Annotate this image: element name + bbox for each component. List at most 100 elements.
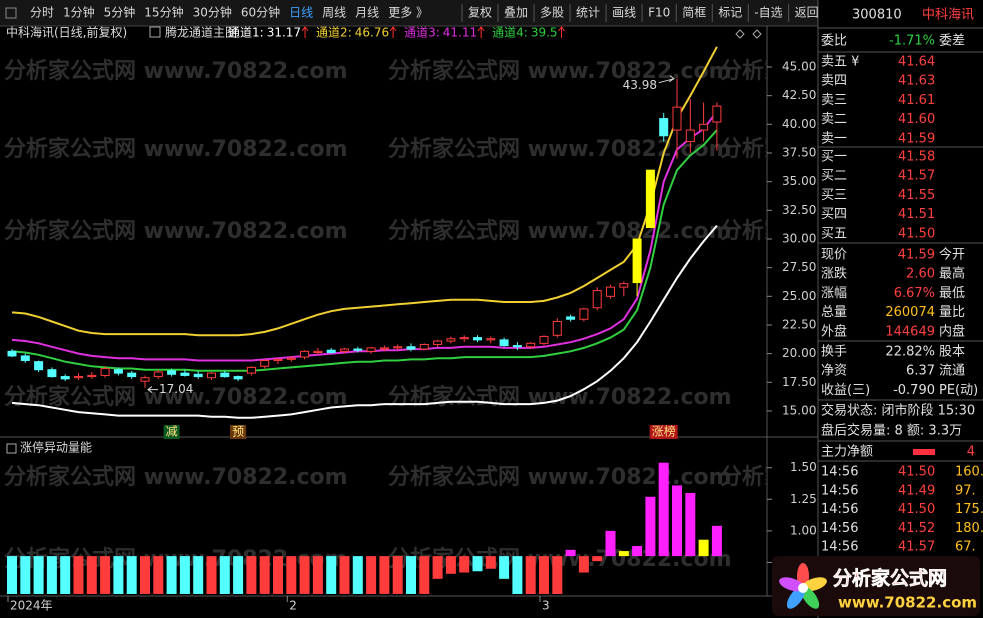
indicator-bar [605,530,616,557]
candle-body [459,337,469,340]
candle-body [100,368,110,376]
toolbar-button[interactable]: 多股 [540,6,564,20]
toolbar-button[interactable]: F10 [648,6,670,20]
indicator-bar [459,556,470,573]
book-price: 41.50 [898,226,935,241]
period-tab[interactable]: 30分钟 [193,5,232,20]
watermark: 分析家公式网 www.70822.com [720,218,983,244]
toolbar-button[interactable]: 画线 [612,6,636,20]
indicator-bar [326,556,337,594]
candle-body [473,337,482,341]
toolbar-bg [0,0,818,26]
watermark: 分析家公式网 www.70822.com [4,136,348,162]
indicator-bar [312,556,323,594]
y-tick-label: 17.50 [782,375,816,389]
toolbar-button[interactable]: 返回 [795,6,819,20]
main-force-value: 4 [967,445,975,460]
candle-body [153,371,163,378]
stat-label: 现价 [821,248,847,263]
signal-label: 预 [232,425,244,439]
y-tick-label: 45.00 [782,59,816,73]
watermark: 分析家公式网 www.70822.com [4,384,348,410]
candle-body [685,129,695,143]
indicator-bar [246,556,257,594]
indicator-bar [525,556,536,594]
period-tab[interactable]: 周线 [322,6,346,20]
book-price: 41.55 [898,188,935,203]
stat-label: 收益(三) [821,383,870,398]
candle-body [526,342,536,348]
stat-value: 6.67% [894,286,935,301]
toolbar-button[interactable]: 标记 [718,6,742,20]
x-tick-label: 2024年 [10,599,53,613]
period-tab[interactable]: 更多 》 [388,6,428,20]
stat-label: 涨跌 [821,266,847,282]
formula-icon[interactable] [149,26,161,38]
logo-bg [772,556,980,616]
toolbar-button[interactable]: 复权 [468,6,492,20]
candle-body [699,123,709,131]
candle-body [286,357,296,360]
candle-body [539,335,549,344]
book-price: 41.64 [898,55,935,70]
book-label: 卖一 [821,131,847,146]
indicator-bar [539,556,549,594]
book-label: 卖二 [821,112,847,127]
candle-body [140,377,150,382]
book-price: 41.59 [898,131,935,146]
logo-petal [801,577,827,592]
indicator-bar [126,556,137,594]
main-force-bar [913,449,935,455]
indicator-icon[interactable] [6,443,17,454]
signal-box [649,425,678,439]
period-tab[interactable]: 1分钟 [63,5,95,20]
ratio-label: 委比 [821,34,847,49]
indicator-bar [20,556,31,594]
logo-name: 分析家公式网 [833,567,947,590]
candle-body [406,346,416,350]
channel-line [11,129,718,372]
candle-body [499,339,509,347]
book-label: 买五 [821,226,847,241]
y-tick-label: 30.00 [782,231,816,245]
stat-value: 144649 [885,324,935,339]
toolbar-button[interactable]: -自选 [754,6,782,20]
indicator-bar [485,556,496,569]
y-tick-label: 35.00 [782,174,816,188]
y-tick-label: 32.50 [782,203,816,217]
stat-label: 外盘 [821,323,847,339]
book-label: 卖三 [821,93,847,108]
candle-body [207,372,216,379]
chart-subtitle: 腾龙通道主图 [165,25,237,40]
candle-body [486,338,496,341]
period-tab[interactable]: 5分钟 [104,5,136,20]
x-tick-label: 2 [289,599,297,613]
period-tab[interactable]: 月线 [355,6,379,20]
legend-arrow [301,26,309,38]
indicator-bar [499,556,510,579]
book-price: 41.58 [898,150,935,165]
candle-body [246,366,256,374]
stat-label: 最低 [939,286,965,301]
panel-icons[interactable] [735,29,762,39]
menu-icon[interactable] [5,7,17,19]
stat-value: 41.59 [898,248,935,263]
y-tick-label: 20.00 [782,346,816,360]
period-tab[interactable]: 分时 [30,6,54,20]
candle-body [433,340,443,345]
legend-arrow [558,26,565,38]
toolbar-button[interactable]: 统计 [576,6,600,20]
toolbar-button[interactable]: 简框 [682,6,706,20]
candle-body [60,376,70,380]
period-tab[interactable]: 15分钟 [144,5,183,20]
indicator-bar [73,556,84,594]
period-tab[interactable]: 日线 [289,6,313,20]
indicator-bar [379,556,390,594]
toolbar-button[interactable]: 叠加 [504,6,528,20]
min-arrow [147,386,158,393]
period-tab[interactable]: 60分钟 [241,5,280,20]
candle-body [87,374,97,378]
indicator-bar [472,556,483,572]
